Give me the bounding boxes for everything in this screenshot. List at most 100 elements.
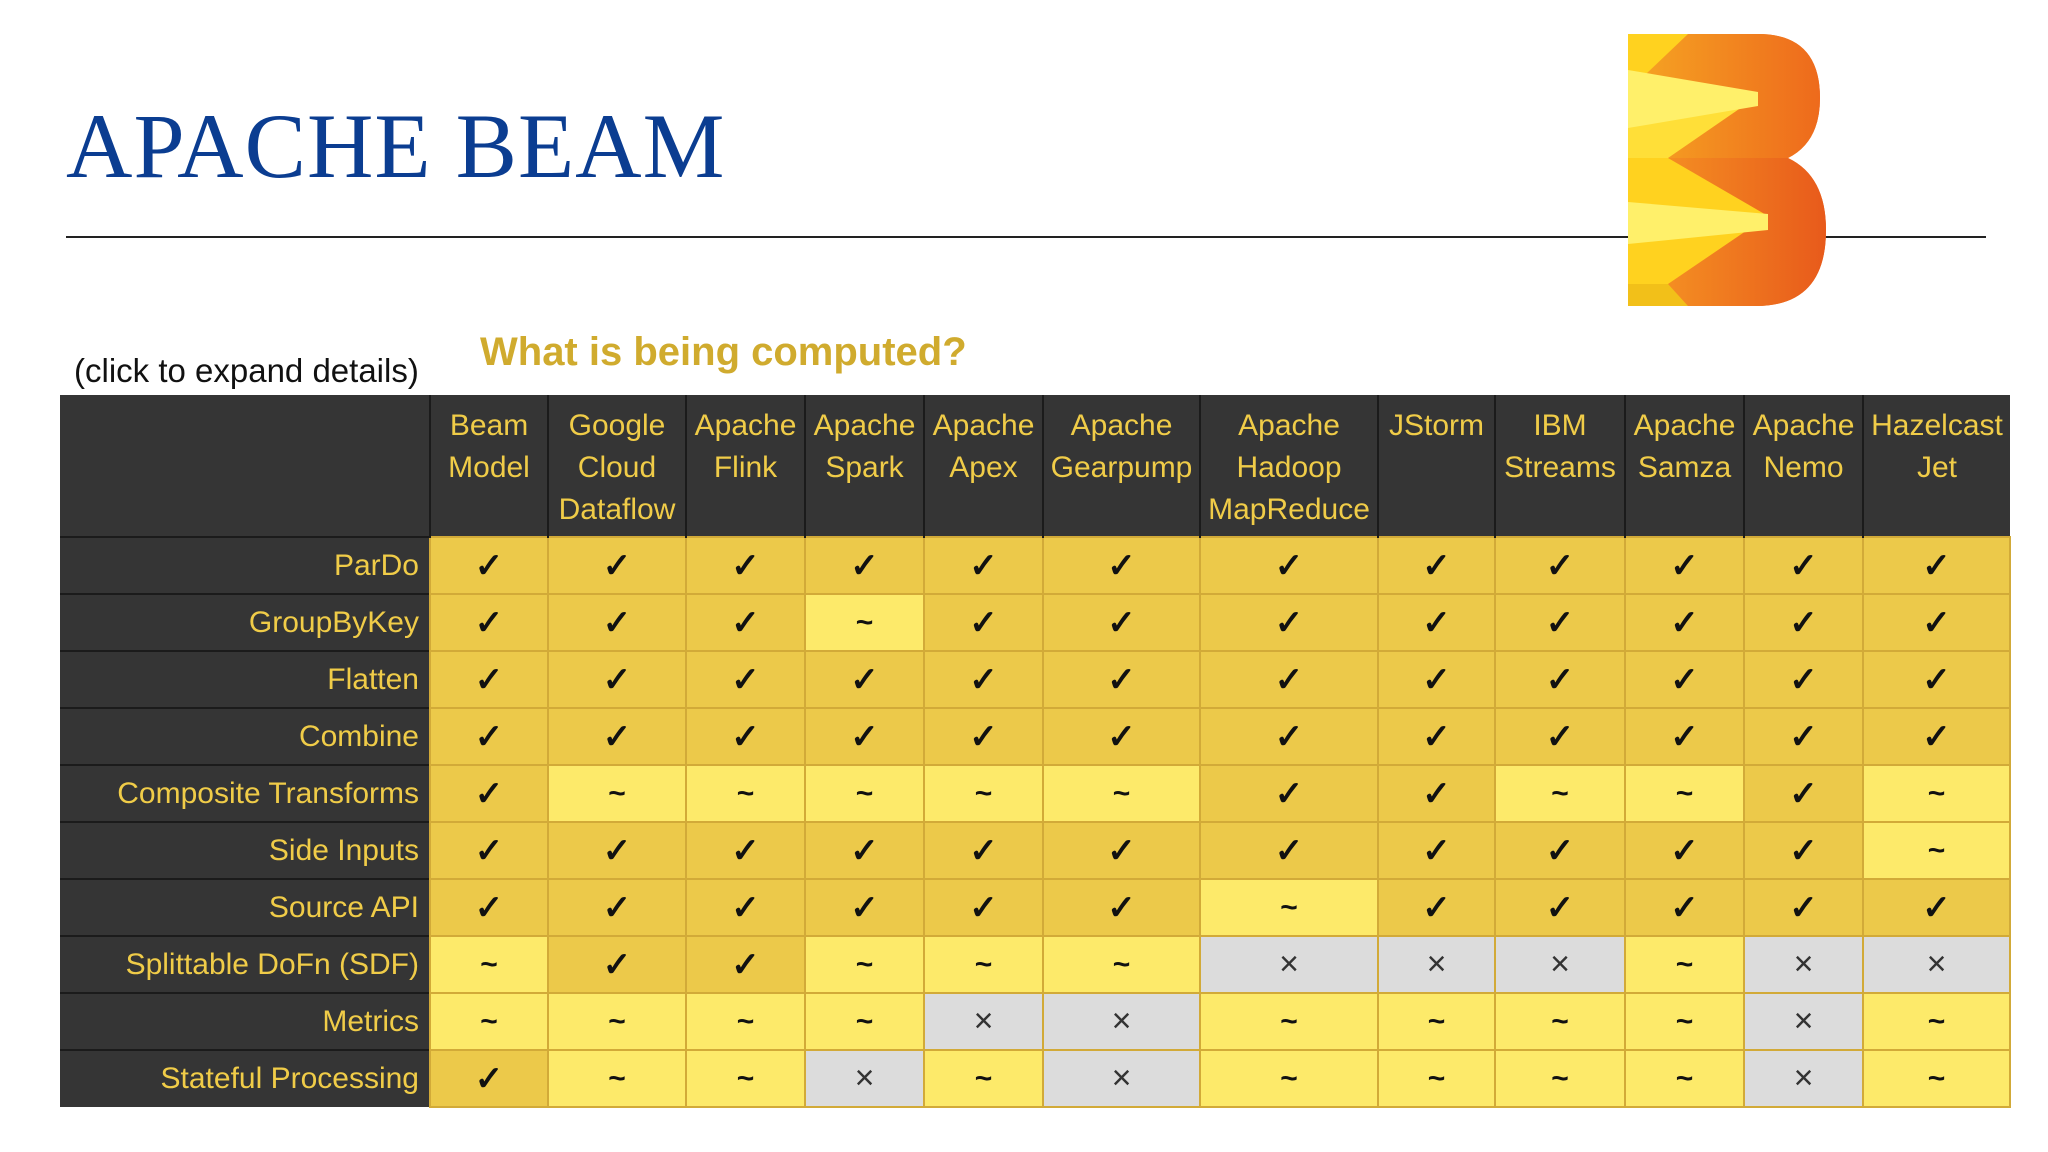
support-cell[interactable]: ✓ bbox=[1377, 878, 1496, 937]
support-cell[interactable]: ~ bbox=[1199, 1049, 1379, 1108]
support-cell[interactable]: ✓ bbox=[923, 536, 1044, 595]
support-cell[interactable]: ~ bbox=[1494, 992, 1626, 1051]
support-cell[interactable]: ✓ bbox=[1743, 650, 1864, 709]
support-cell[interactable]: × bbox=[804, 1049, 925, 1108]
support-cell[interactable]: ~ bbox=[547, 992, 687, 1051]
support-cell[interactable]: ~ bbox=[1862, 821, 2011, 880]
support-cell[interactable]: ✓ bbox=[547, 536, 687, 595]
feature-label[interactable]: Splittable DoFn (SDF) bbox=[60, 935, 430, 993]
support-cell[interactable]: ✓ bbox=[429, 821, 549, 880]
support-cell[interactable]: ✓ bbox=[685, 536, 806, 595]
support-cell[interactable]: × bbox=[1743, 992, 1864, 1051]
support-cell[interactable]: ✓ bbox=[547, 935, 687, 994]
support-cell[interactable]: ✓ bbox=[685, 935, 806, 994]
support-cell[interactable]: ~ bbox=[804, 593, 925, 652]
runner-header[interactable]: Apache Nemo bbox=[1743, 395, 1863, 537]
support-cell[interactable]: ✓ bbox=[547, 593, 687, 652]
feature-label[interactable]: ParDo bbox=[60, 536, 430, 594]
support-cell[interactable]: ~ bbox=[923, 935, 1044, 994]
support-cell[interactable]: ✓ bbox=[1199, 536, 1379, 595]
support-cell[interactable]: ✓ bbox=[923, 878, 1044, 937]
support-cell[interactable]: ~ bbox=[1624, 935, 1745, 994]
support-cell[interactable]: ✓ bbox=[1862, 707, 2011, 766]
support-cell[interactable]: ✓ bbox=[1743, 821, 1864, 880]
support-cell[interactable]: ✓ bbox=[547, 650, 687, 709]
support-cell[interactable]: ~ bbox=[1199, 992, 1379, 1051]
support-cell[interactable]: ✓ bbox=[685, 821, 806, 880]
feature-label[interactable]: Flatten bbox=[60, 650, 430, 708]
support-cell[interactable]: ~ bbox=[1494, 764, 1626, 823]
support-cell[interactable]: ✓ bbox=[1624, 878, 1745, 937]
support-cell[interactable]: ✓ bbox=[1494, 878, 1626, 937]
support-cell[interactable]: ✓ bbox=[923, 707, 1044, 766]
runner-header[interactable]: Google Cloud Dataflow bbox=[547, 395, 686, 537]
support-cell[interactable]: ✓ bbox=[1042, 650, 1201, 709]
support-cell[interactable]: × bbox=[1042, 992, 1201, 1051]
feature-label[interactable]: Combine bbox=[60, 707, 430, 765]
support-cell[interactable]: ✓ bbox=[685, 707, 806, 766]
support-cell[interactable]: ✓ bbox=[804, 707, 925, 766]
support-cell[interactable]: ✓ bbox=[1377, 707, 1496, 766]
support-cell[interactable]: ✓ bbox=[1494, 650, 1626, 709]
expand-details-hint[interactable]: (click to expand details) bbox=[74, 352, 419, 389]
support-cell[interactable]: ~ bbox=[804, 992, 925, 1051]
support-cell[interactable]: ✓ bbox=[1199, 707, 1379, 766]
support-cell[interactable]: ✓ bbox=[1377, 536, 1496, 595]
support-cell[interactable]: ~ bbox=[1199, 878, 1379, 937]
feature-label[interactable]: GroupByKey bbox=[60, 593, 430, 651]
support-cell[interactable]: ✓ bbox=[1743, 764, 1864, 823]
feature-label[interactable]: Side Inputs bbox=[60, 821, 430, 879]
support-cell[interactable]: ~ bbox=[1042, 935, 1201, 994]
support-cell[interactable]: ✓ bbox=[1624, 821, 1745, 880]
support-cell[interactable]: ✓ bbox=[547, 821, 687, 880]
support-cell[interactable]: ✓ bbox=[1862, 878, 2011, 937]
support-cell[interactable]: × bbox=[1199, 935, 1379, 994]
support-cell[interactable]: ~ bbox=[1377, 1049, 1496, 1108]
runner-header[interactable]: Apache Apex bbox=[923, 395, 1043, 537]
support-cell[interactable]: ~ bbox=[1377, 992, 1496, 1051]
support-cell[interactable]: ✓ bbox=[1042, 536, 1201, 595]
support-cell[interactable]: ✓ bbox=[429, 878, 549, 937]
runner-header[interactable]: JStorm bbox=[1377, 395, 1495, 537]
support-cell[interactable]: ✓ bbox=[1743, 878, 1864, 937]
feature-label[interactable]: Source API bbox=[60, 878, 430, 936]
support-cell[interactable]: × bbox=[1377, 935, 1496, 994]
support-cell[interactable]: ~ bbox=[1494, 1049, 1626, 1108]
support-cell[interactable]: ✓ bbox=[1743, 593, 1864, 652]
support-cell[interactable]: × bbox=[1743, 935, 1864, 994]
support-cell[interactable]: ✓ bbox=[1377, 593, 1496, 652]
support-cell[interactable]: ✓ bbox=[1624, 707, 1745, 766]
runner-header[interactable]: Hazelcast Jet bbox=[1862, 395, 2010, 537]
support-cell[interactable]: ✓ bbox=[1042, 707, 1201, 766]
support-cell[interactable]: × bbox=[1862, 935, 2011, 994]
support-cell[interactable]: ✓ bbox=[1624, 536, 1745, 595]
support-cell[interactable]: ✓ bbox=[1743, 707, 1864, 766]
support-cell[interactable]: ✓ bbox=[1042, 821, 1201, 880]
runner-header[interactable]: Apache Spark bbox=[804, 395, 924, 537]
support-cell[interactable]: ~ bbox=[804, 935, 925, 994]
support-cell[interactable]: ✓ bbox=[1377, 764, 1496, 823]
runner-header[interactable]: Apache Flink bbox=[685, 395, 805, 537]
support-cell[interactable]: ~ bbox=[685, 992, 806, 1051]
support-cell[interactable]: ~ bbox=[923, 764, 1044, 823]
support-cell[interactable]: ✓ bbox=[429, 593, 549, 652]
support-cell[interactable]: ✓ bbox=[1862, 650, 2011, 709]
support-cell[interactable]: ✓ bbox=[804, 878, 925, 937]
support-cell[interactable]: ✓ bbox=[685, 878, 806, 937]
feature-label[interactable]: Stateful Processing bbox=[60, 1049, 430, 1107]
support-cell[interactable]: ~ bbox=[1624, 992, 1745, 1051]
support-cell[interactable]: ~ bbox=[685, 1049, 806, 1108]
support-cell[interactable]: ✓ bbox=[1377, 650, 1496, 709]
support-cell[interactable]: ✓ bbox=[923, 650, 1044, 709]
support-cell[interactable]: ✓ bbox=[1042, 593, 1201, 652]
support-cell[interactable]: ✓ bbox=[1199, 593, 1379, 652]
support-cell[interactable]: ~ bbox=[547, 1049, 687, 1108]
support-cell[interactable]: ✓ bbox=[1862, 593, 2011, 652]
support-cell[interactable]: ✓ bbox=[429, 1049, 549, 1108]
support-cell[interactable]: ✓ bbox=[429, 650, 549, 709]
support-cell[interactable]: ✓ bbox=[429, 764, 549, 823]
support-cell[interactable]: ✓ bbox=[1862, 536, 2011, 595]
support-cell[interactable]: ~ bbox=[429, 992, 549, 1051]
support-cell[interactable]: × bbox=[1743, 1049, 1864, 1108]
runner-header[interactable]: Beam Model bbox=[429, 395, 548, 537]
